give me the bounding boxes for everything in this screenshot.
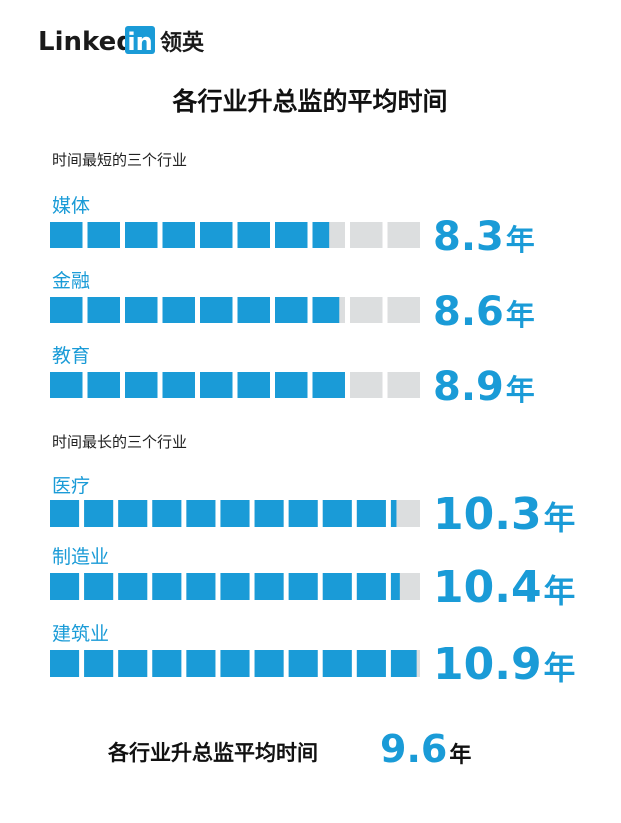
category-label: 医疗 xyxy=(52,475,90,497)
value-unit: 年 xyxy=(506,373,535,407)
value-unit: 年 xyxy=(506,298,535,332)
bar-track-block xyxy=(350,372,383,398)
bar-track-block xyxy=(387,222,420,248)
bar xyxy=(50,222,330,248)
category-label: 建筑业 xyxy=(52,623,109,645)
value-number: 10.9 xyxy=(433,639,542,690)
value-unit: 年 xyxy=(544,651,576,687)
average-number: 9.6 xyxy=(380,727,447,771)
value-number: 10.4 xyxy=(433,562,542,613)
category-label: 教育 xyxy=(52,345,90,367)
category-label: 媒体 xyxy=(52,195,90,217)
subtitle: 时间最长的三个行业 xyxy=(52,433,187,451)
bar-track-block xyxy=(350,222,383,248)
value-number: 8.6 xyxy=(433,289,504,335)
value-unit: 年 xyxy=(544,574,576,610)
subtitle: 时间最短的三个行业 xyxy=(52,151,187,169)
average-unit: 年 xyxy=(449,742,471,768)
value-unit: 年 xyxy=(506,223,535,257)
bar xyxy=(50,500,397,527)
bar xyxy=(50,372,350,398)
value-label: 10.4年 xyxy=(433,562,575,613)
value-number: 10.3 xyxy=(433,489,542,540)
title: 各行业升总监的平均时间 xyxy=(171,87,447,116)
logo-cn: 领英 xyxy=(160,30,205,56)
category-label: 制造业 xyxy=(52,546,109,568)
value-unit: 年 xyxy=(544,501,576,537)
value-number: 8.3 xyxy=(433,214,504,260)
bar-track-block xyxy=(387,372,420,398)
bar xyxy=(50,650,417,677)
bar-track-block xyxy=(387,297,420,323)
average-value: 9.6年 xyxy=(380,727,471,771)
average-label: 各行业升总监平均时间 xyxy=(107,741,318,765)
logo-badge-bg xyxy=(125,26,155,54)
logo-word: Linked xyxy=(38,27,135,57)
bar xyxy=(50,573,400,600)
bar xyxy=(50,297,340,323)
category-label: 金融 xyxy=(52,270,90,292)
value-label: 10.9年 xyxy=(433,639,575,690)
value-label: 8.3年 xyxy=(433,214,535,260)
bar-track-block xyxy=(350,297,383,323)
value-label: 10.3年 xyxy=(433,489,575,540)
value-number: 8.9 xyxy=(433,364,504,410)
value-label: 8.6年 xyxy=(433,289,535,335)
value-label: 8.9年 xyxy=(433,364,535,410)
logo-badge: in xyxy=(127,28,152,56)
